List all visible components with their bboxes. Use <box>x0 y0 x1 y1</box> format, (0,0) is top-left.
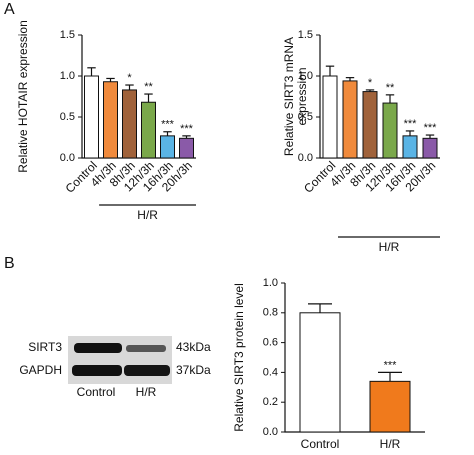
western-blot: SIRT3 GAPDH 43kDa 37kDa Control H/R <box>19 336 211 399</box>
y-tick-label: 0.0 <box>298 152 313 164</box>
significance-label: *** <box>180 123 194 135</box>
significance-label: *** <box>424 122 438 134</box>
y-axis-label: Relative SIRT3 protein level <box>232 283 246 432</box>
bar <box>103 81 118 159</box>
blot-size-label: 37kDa <box>176 363 211 377</box>
bar <box>362 91 378 159</box>
y-tick-label: 0.5 <box>298 111 313 123</box>
x-tick-label: Control <box>301 437 340 451</box>
bar <box>382 102 398 159</box>
y-tick-label: 0.8 <box>263 307 278 319</box>
y-tick-label: 0.0 <box>60 152 75 164</box>
y-tick-label: 1.0 <box>298 70 313 82</box>
blot-size-label: 43kDa <box>176 340 211 354</box>
y-axis-label: Relative HOTAIR expression <box>16 20 30 173</box>
axis-line <box>319 35 440 159</box>
y-tick-label: 0.6 <box>263 337 278 349</box>
y-axis-label: expression <box>295 67 309 125</box>
bar <box>402 135 418 159</box>
blot-band <box>124 365 170 376</box>
group-label: H/R <box>379 240 400 254</box>
bar <box>84 75 99 159</box>
significance-label: ** <box>144 81 153 93</box>
blot-lane-label: Control <box>77 385 116 399</box>
bar <box>160 135 175 159</box>
bar <box>179 137 194 159</box>
blot-row-label: SIRT3 <box>28 340 62 354</box>
y-tick-label: 0.5 <box>60 111 75 123</box>
significance-label: *** <box>404 118 418 130</box>
panel-label: A <box>4 1 15 18</box>
axis-line <box>81 35 196 159</box>
panel-label: B <box>4 255 15 272</box>
x-tick-label: H/R <box>380 437 401 451</box>
y-tick-label: 0.4 <box>263 366 278 378</box>
bar <box>369 380 411 433</box>
blot-row-label: GAPDH <box>19 363 62 377</box>
bar <box>342 80 358 159</box>
blot-band <box>74 343 122 353</box>
blot-band <box>72 365 122 376</box>
significance-label: *** <box>161 119 175 131</box>
y-axis-label: Relative SIRT3 mRNA <box>282 37 296 156</box>
bar <box>322 75 338 159</box>
group-label: H/R <box>137 208 158 222</box>
bar <box>299 312 341 433</box>
significance-label: *** <box>384 359 398 371</box>
bar <box>122 89 137 159</box>
y-tick-label: 1.5 <box>298 29 313 41</box>
blot-lane-label: H/R <box>136 385 157 399</box>
bar <box>422 137 438 159</box>
y-tick-label: 0.0 <box>263 426 278 438</box>
y-tick-label: 1.0 <box>60 70 75 82</box>
y-tick-label: 1.5 <box>60 29 75 41</box>
y-tick-label: 1.0 <box>263 277 278 289</box>
y-tick-label: 0.2 <box>263 396 278 408</box>
bar <box>141 101 156 159</box>
blot-band <box>126 345 166 352</box>
significance-label: * <box>127 72 132 84</box>
significance-label: * <box>368 77 373 89</box>
significance-label: ** <box>386 82 395 94</box>
